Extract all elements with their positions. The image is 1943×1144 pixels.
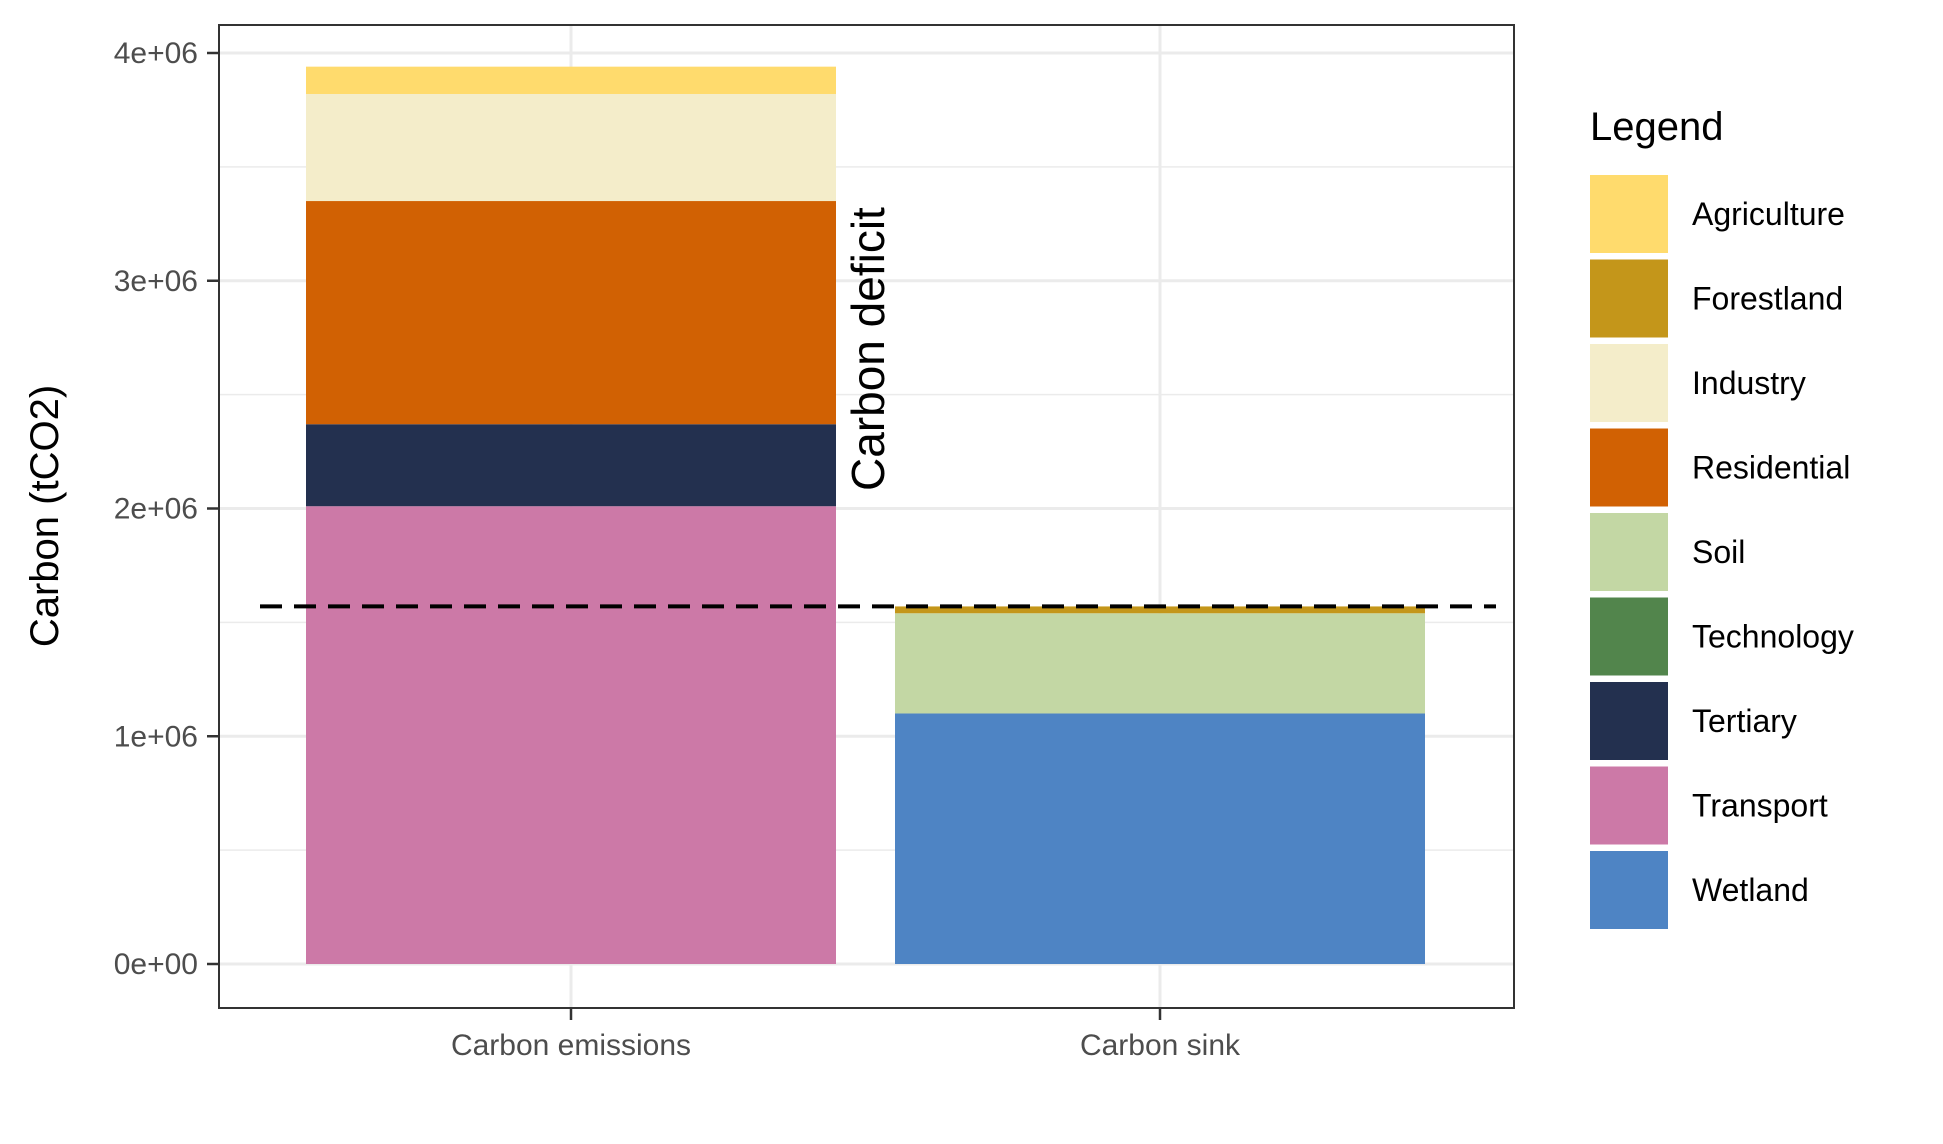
y-axis-title: Carbon (tCO2) xyxy=(23,385,67,647)
legend-label-agriculture: Agriculture xyxy=(1692,196,1845,232)
bar-transport-emissions xyxy=(306,506,836,964)
legend-label-wetland: Wetland xyxy=(1692,872,1809,908)
y-tick-label: 0e+00 xyxy=(114,948,198,981)
legend-label-forestland: Forestland xyxy=(1692,281,1843,317)
bar-tertiary-emissions xyxy=(306,424,836,507)
annotation-carbon-deficit: Carbon deficit xyxy=(842,207,894,491)
legend-key-transport xyxy=(1590,766,1668,845)
bar-agriculture-emissions xyxy=(306,66,836,94)
legend-key-soil xyxy=(1590,513,1668,591)
legend: Legend Agriculture Forestland Industry Resi… xyxy=(1590,105,1854,929)
x-tick-label: Carbon emissions xyxy=(451,1029,691,1062)
y-tick-label: 3e+06 xyxy=(114,265,198,298)
y-tick-label: 1e+06 xyxy=(114,720,198,753)
bar-industry-emissions xyxy=(306,93,836,202)
legend-label-tertiary: Tertiary xyxy=(1692,703,1797,739)
y-tick-label: 4e+06 xyxy=(114,37,198,70)
legend-key-agriculture xyxy=(1590,175,1668,253)
legend-label-technology: Technology xyxy=(1692,619,1854,655)
legend-key-technology xyxy=(1590,597,1668,676)
legend-key-industry xyxy=(1590,344,1668,422)
legend-label-soil: Soil xyxy=(1692,534,1745,570)
legend-label-transport: Transport xyxy=(1692,788,1828,824)
legend-key-forestland xyxy=(1590,259,1668,338)
legend-label-industry: Industry xyxy=(1692,365,1806,401)
legend-key-tertiary xyxy=(1590,682,1668,760)
panel-border xyxy=(218,24,1515,1009)
bars xyxy=(306,66,1425,964)
bar-wetland-sink xyxy=(895,713,1425,964)
annotations: Carbon deficit xyxy=(842,207,894,491)
y-tick-label: 2e+06 xyxy=(114,493,198,526)
legend-title: Legend xyxy=(1590,105,1723,149)
x-axis: Carbon emissions Carbon sink xyxy=(451,1008,1241,1062)
bar-soil-sink xyxy=(895,613,1425,714)
legend-label-residential: Residential xyxy=(1692,450,1850,486)
y-axis: 0e+00 1e+06 2e+06 3e+06 4e+06 xyxy=(114,37,219,981)
x-tick-label: Carbon sink xyxy=(1080,1029,1241,1062)
bar-forestland-sink xyxy=(895,606,1425,614)
legend-key-residential xyxy=(1590,428,1668,507)
legend-key-wetland xyxy=(1590,851,1668,929)
bar-residential-emissions xyxy=(306,201,836,425)
